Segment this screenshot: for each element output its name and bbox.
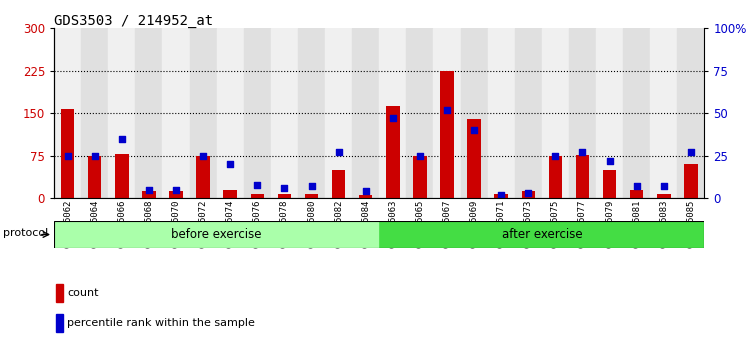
- Text: protocol: protocol: [3, 228, 48, 238]
- Bar: [487, 28, 514, 198]
- Point: [333, 149, 345, 155]
- Bar: [115, 154, 128, 198]
- Point: [252, 182, 264, 188]
- Point: [685, 149, 697, 155]
- Point: [225, 161, 237, 167]
- Bar: [413, 156, 427, 198]
- Point: [197, 153, 209, 159]
- Bar: [305, 194, 318, 198]
- Bar: [440, 71, 454, 198]
- Bar: [379, 221, 704, 248]
- Bar: [244, 28, 271, 198]
- Point: [387, 115, 399, 121]
- Bar: [56, 284, 63, 302]
- Bar: [332, 170, 345, 198]
- Point: [550, 153, 562, 159]
- Bar: [433, 28, 460, 198]
- Point: [522, 190, 534, 196]
- Bar: [217, 28, 244, 198]
- Bar: [169, 192, 182, 198]
- Bar: [54, 221, 379, 248]
- Point: [360, 189, 372, 194]
- Bar: [196, 156, 210, 198]
- Bar: [467, 119, 481, 198]
- Bar: [88, 156, 101, 198]
- Bar: [54, 28, 81, 198]
- Text: percentile rank within the sample: percentile rank within the sample: [67, 318, 255, 328]
- Bar: [576, 155, 590, 198]
- Bar: [549, 156, 562, 198]
- Bar: [359, 195, 372, 198]
- Bar: [684, 164, 698, 198]
- Bar: [603, 170, 617, 198]
- Point: [143, 187, 155, 193]
- Bar: [135, 28, 162, 198]
- Bar: [623, 28, 650, 198]
- Bar: [108, 28, 135, 198]
- Bar: [325, 28, 352, 198]
- Bar: [56, 314, 63, 332]
- Point: [62, 153, 74, 159]
- Bar: [162, 28, 189, 198]
- Point: [279, 185, 291, 191]
- Point: [306, 183, 318, 189]
- Bar: [81, 28, 108, 198]
- Point: [631, 183, 643, 189]
- Point: [116, 136, 128, 142]
- Bar: [460, 28, 487, 198]
- Point: [89, 153, 101, 159]
- Bar: [386, 107, 400, 198]
- Bar: [298, 28, 325, 198]
- Point: [604, 158, 616, 164]
- Point: [170, 187, 182, 193]
- Bar: [224, 190, 237, 198]
- Bar: [352, 28, 379, 198]
- Bar: [657, 194, 671, 198]
- Bar: [251, 194, 264, 198]
- Point: [658, 183, 670, 189]
- Bar: [379, 28, 406, 198]
- Text: count: count: [67, 288, 98, 298]
- Bar: [271, 28, 298, 198]
- Bar: [650, 28, 677, 198]
- Point: [414, 153, 426, 159]
- Bar: [677, 28, 704, 198]
- Bar: [542, 28, 569, 198]
- Bar: [278, 194, 291, 198]
- Bar: [521, 192, 535, 198]
- Bar: [630, 190, 644, 198]
- Bar: [494, 194, 508, 198]
- Bar: [569, 28, 596, 198]
- Point: [468, 127, 480, 133]
- Bar: [514, 28, 541, 198]
- Text: GDS3503 / 214952_at: GDS3503 / 214952_at: [54, 14, 213, 28]
- Text: after exercise: after exercise: [502, 228, 582, 241]
- Point: [577, 149, 589, 155]
- Bar: [189, 28, 216, 198]
- Point: [441, 107, 453, 113]
- Bar: [406, 28, 433, 198]
- Point: [495, 192, 507, 198]
- Bar: [142, 192, 155, 198]
- Text: before exercise: before exercise: [171, 228, 262, 241]
- Bar: [596, 28, 623, 198]
- Bar: [61, 109, 74, 198]
